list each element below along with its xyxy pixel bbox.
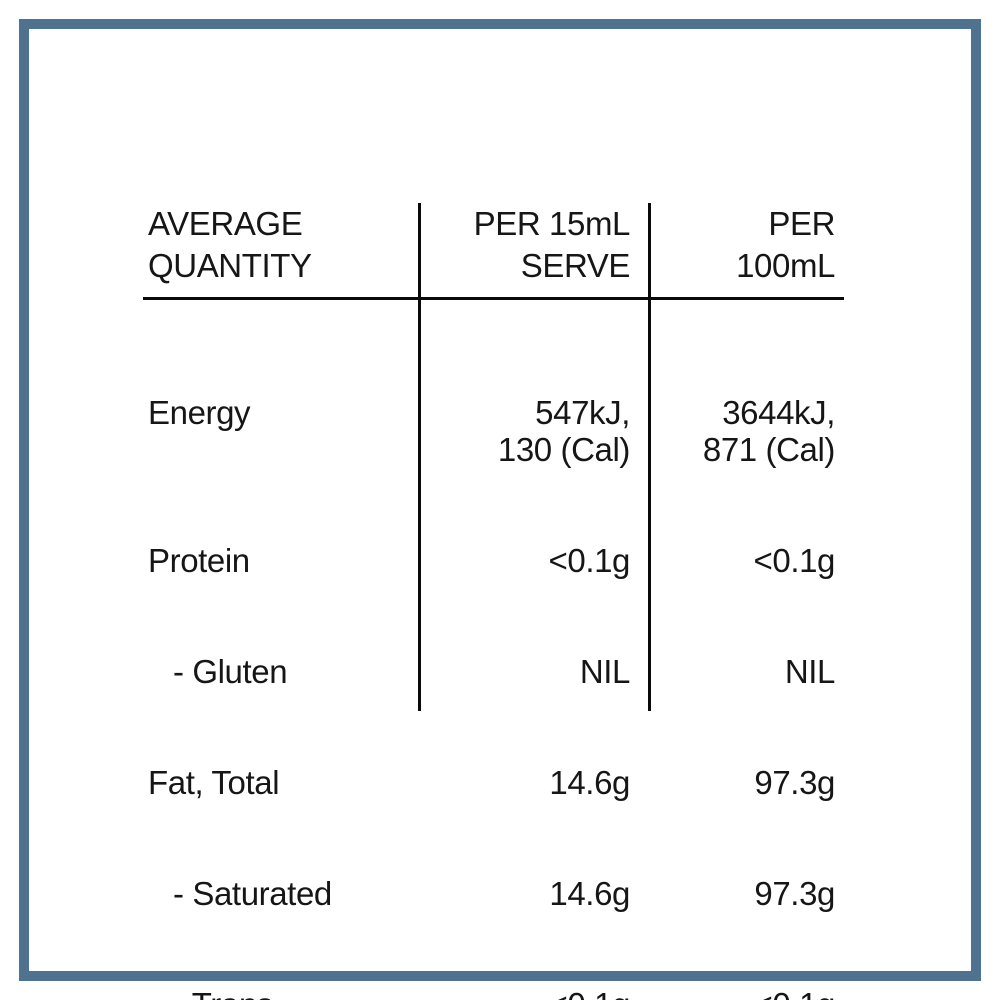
header-average-quantity: AVERAGE QUANTITY [148, 205, 312, 284]
table-header-row: AVERAGE QUANTITY PER 15mL SERVE PER 100m… [143, 203, 844, 300]
row-label: Protein [148, 542, 250, 579]
row-serve-value: <0.1g [548, 542, 631, 579]
row-label: - Saturated [173, 875, 332, 912]
table-row-gluten: - Gluten NIL NIL [143, 653, 844, 690]
row-serve-value: <0.1g [418, 986, 648, 1000]
nutrition-information-panel: AVERAGE QUANTITY PER 15mL SERVE PER 100m… [143, 203, 844, 1000]
table-body: Energy 547kJ, 130 (Cal) 3644kJ, 871 (Cal… [143, 300, 844, 1000]
header-per-serve: PER 15mL SERVE [473, 205, 631, 284]
row-label: - Trans [143, 986, 418, 1000]
row-per100-value: <0.1g [753, 542, 836, 579]
row-label: - Gluten [173, 653, 288, 690]
row-label: Fat, Total [148, 764, 280, 801]
row-label: Energy [148, 394, 251, 431]
header-per-100ml: PER 100mL [736, 205, 835, 284]
row-per100-value: NIL [784, 653, 836, 690]
row-serve-value: NIL [579, 653, 631, 690]
row-per100-value: <0.1g [648, 986, 844, 1000]
column-divider-2 [648, 203, 651, 711]
table-row-saturated: - Saturated 14.6g 97.3g [143, 875, 844, 912]
column-divider-1 [418, 203, 421, 711]
table-row-energy: Energy 547kJ, 130 (Cal) 3644kJ, 871 (Cal… [143, 394, 844, 468]
row-per100-value: 97.3g [754, 875, 835, 912]
table-row-protein: Protein <0.1g <0.1g [143, 542, 844, 579]
row-per100-value: 3644kJ, 871 (Cal) [702, 394, 836, 468]
row-per100-value: 97.3g [754, 764, 835, 801]
row-serve-value: 14.6g [549, 875, 630, 912]
table-row-trans: - Trans <0.1g <0.1g [143, 986, 844, 1000]
row-serve-value: 547kJ, 130 (Cal) [497, 394, 631, 468]
row-serve-value: 14.6g [549, 764, 630, 801]
table-row-fat-total: Fat, Total 14.6g 97.3g [143, 764, 844, 801]
